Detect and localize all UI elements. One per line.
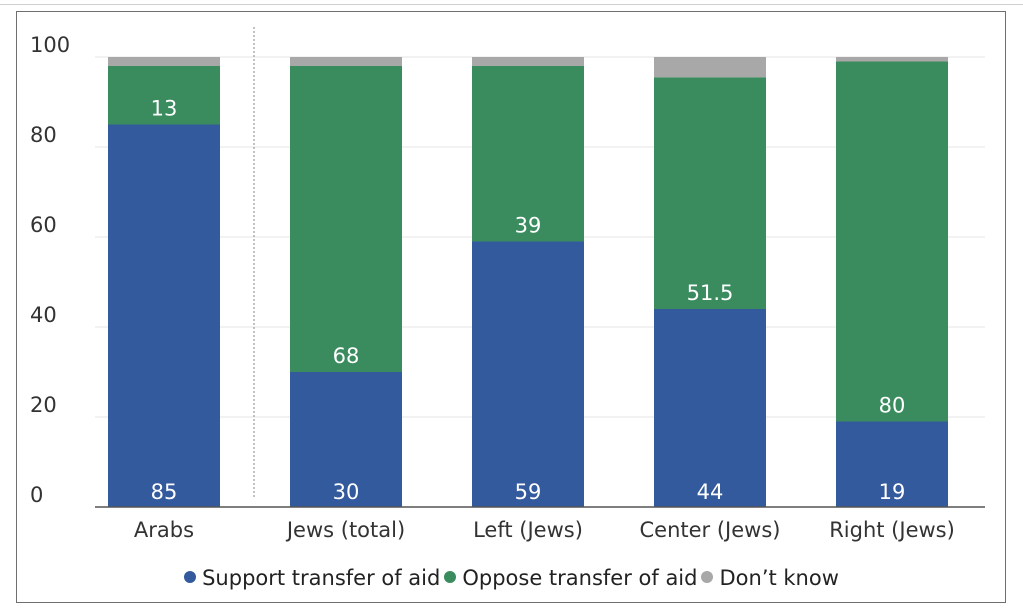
- y-tick-label: 80: [30, 123, 57, 147]
- data-label: 80: [879, 394, 906, 418]
- y-tick-label: 60: [30, 213, 57, 237]
- data-label: 44: [697, 480, 724, 504]
- y-tick-label: 20: [30, 393, 57, 417]
- data-label: 13: [151, 97, 178, 121]
- y-tick-label: 100: [30, 33, 70, 57]
- bar-segment: [836, 57, 948, 62]
- legend-dot: [444, 571, 457, 583]
- x-tick-label: Jews (total): [285, 518, 405, 542]
- bar-segment: [290, 372, 402, 507]
- bar-segment: [108, 124, 220, 507]
- bar-segment: [836, 421, 948, 507]
- legend-label: Oppose transfer of aid: [462, 566, 698, 590]
- data-label: 19: [879, 480, 906, 504]
- data-label: 39: [515, 214, 542, 238]
- data-label: 51.5: [687, 281, 734, 305]
- legend-item: Don’t know: [701, 566, 839, 590]
- data-label: 59: [515, 480, 542, 504]
- legend-item: Support transfer of aid: [184, 566, 440, 590]
- legend-label: Don’t know: [719, 566, 839, 590]
- bar-segment: [472, 241, 584, 507]
- x-tick-label: Arabs: [134, 518, 194, 542]
- y-tick-label: 0: [30, 483, 43, 507]
- bar-segment: [108, 66, 220, 125]
- data-label: 30: [333, 480, 360, 504]
- bar-segment: [290, 57, 402, 66]
- x-tick-label: Right (Jews): [829, 518, 955, 542]
- top-rule: [0, 4, 1023, 5]
- data-label: 85: [151, 480, 178, 504]
- x-tick-label: Left (Jews): [473, 518, 583, 542]
- data-label: 68: [333, 344, 360, 368]
- bar-segment: [290, 66, 402, 372]
- legend-label: Support transfer of aid: [202, 566, 441, 590]
- chart-legend: Support transfer of aid Oppose transfer o…: [0, 566, 1023, 590]
- legend-dot: [701, 571, 714, 583]
- y-tick-label: 40: [30, 303, 57, 327]
- bar-segment: [836, 61, 948, 422]
- bar-segment: [108, 57, 220, 66]
- bar-segment: [472, 66, 584, 242]
- bar-segment: [654, 309, 766, 507]
- legend-dot: [184, 571, 197, 583]
- bar-segment: [654, 77, 766, 309]
- legend-item: Oppose transfer of aid: [444, 566, 697, 590]
- bar-segment: [654, 57, 766, 78]
- x-tick-label: Center (Jews): [640, 518, 781, 542]
- bar-segment: [472, 57, 584, 66]
